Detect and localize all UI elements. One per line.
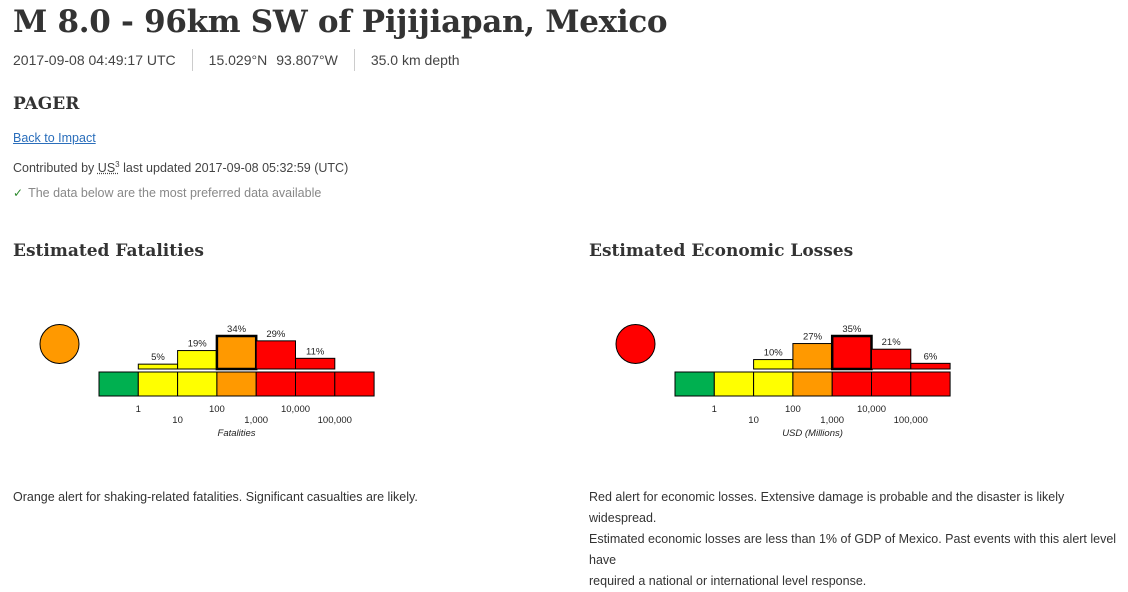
tick-label: 10 (172, 415, 183, 426)
tick-label: 1 (712, 404, 717, 415)
network-code[interactable]: US3 (97, 160, 120, 176)
bar-value-label: 21% (882, 337, 902, 348)
probability-bar (753, 359, 794, 370)
alert-scale-cell (334, 371, 375, 397)
alert-scale-cell (713, 371, 755, 397)
event-depth: 35.0 km depth (370, 52, 460, 68)
losses-description-line: Estimated economic losses are less than … (589, 532, 1117, 567)
tick-label: 1 (136, 404, 141, 415)
tick-label: 100 (209, 404, 225, 415)
contrib-suffix: last updated 2017-09-08 05:32:59 (UTC) (123, 161, 349, 176)
product-heading: PAGER (13, 94, 80, 114)
alert-scale-cell (831, 371, 872, 397)
event-latitude: 15.029°N (208, 52, 268, 68)
bar-value-label: 5% (151, 352, 165, 363)
axis-label: USD (Millions) (782, 428, 843, 439)
bar-value-label: 34% (227, 324, 247, 335)
losses-description: Red alert for economic losses. Extensive… (589, 487, 1128, 592)
fatalities-heading: Estimated Fatalities (13, 241, 204, 261)
losses-description-line: Red alert for economic losses. Extensive… (589, 490, 1065, 525)
bar-value-label: 6% (924, 351, 938, 362)
network-name: US (97, 161, 116, 176)
tick-label: 100,000 (318, 415, 352, 426)
event-meta: 2017-09-08 04:49:17 UTC 15.029°N 93.807°… (13, 49, 460, 71)
alert-level-circle (39, 324, 80, 364)
contrib-prefix: Contributed by (13, 161, 95, 176)
alert-scale-cell (792, 371, 833, 397)
alert-level-circle (615, 324, 656, 364)
meta-divider (353, 49, 355, 71)
probability-bar (830, 334, 873, 371)
tick-label: 100,000 (894, 415, 928, 426)
fatalities-description: Orange alert for shaking-related fatalit… (13, 487, 418, 508)
bar-value-label: 35% (842, 324, 862, 335)
bar-value-label: 11% (306, 346, 325, 357)
alert-scale-cell (871, 371, 912, 397)
meta-divider (191, 49, 193, 71)
alert-scale-cell (98, 371, 139, 397)
bar-value-label: 19% (188, 339, 208, 350)
alert-scale-cell (137, 371, 179, 397)
tick-label: 10,000 (281, 404, 310, 415)
tick-label: 10 (748, 415, 759, 426)
preferred-note-text: The data below are the most preferred da… (28, 186, 322, 200)
tick-label: 10,000 (857, 404, 886, 415)
alert-scale-cell (177, 371, 218, 397)
preferred-note: ✓ The data below are the most preferred … (13, 186, 321, 200)
event-time: 2017-09-08 04:49:17 UTC (13, 52, 176, 68)
probability-bar (871, 348, 912, 370)
alert-scale-cell (255, 371, 296, 397)
probability-bar (255, 340, 296, 370)
losses-histogram: 10% 27% 35% 21% 6% 1 10 100 1,000 10,000 100,000 US… (615, 324, 951, 439)
tick-label: 1,000 (820, 415, 844, 426)
probability-bar (295, 357, 336, 370)
alert-scale-cell (295, 371, 336, 397)
axis-label: Fatalities (218, 428, 256, 439)
probability-bar (792, 343, 833, 370)
contributor-line: Contributed by US3 last updated 2017-09-… (13, 160, 348, 175)
tick-label: 1,000 (244, 415, 268, 426)
probability-bar (137, 363, 179, 370)
probability-bar (177, 350, 218, 370)
event-longitude: 93.807°W (276, 52, 338, 68)
bar-value-label: 27% (803, 332, 823, 343)
bar-value-label: 10% (764, 348, 784, 359)
alert-scale-cell (753, 371, 794, 397)
probability-bar (215, 334, 258, 371)
check-icon: ✓ (13, 186, 24, 200)
back-to-impact-link[interactable]: Back to Impact (13, 131, 96, 145)
network-sup: 3 (115, 160, 120, 169)
fatalities-histogram: 5% 19% 34% 29% 11% 1 10 100 1,000 10,000 100,000 Fa… (39, 324, 375, 439)
fatalities-description-line: Orange alert for shaking-related fatalit… (13, 490, 418, 504)
probability-bar (910, 362, 951, 370)
page-title: M 8.0 - 96km SW of Pijijiapan, Mexico (13, 4, 668, 40)
alert-scale-cell (216, 371, 257, 397)
alert-scale-cell (674, 371, 715, 397)
losses-description-line: required a national or international lev… (589, 574, 867, 588)
alert-scale-cell (910, 371, 951, 397)
losses-heading: Estimated Economic Losses (589, 241, 854, 261)
bar-value-label: 29% (266, 329, 286, 340)
tick-label: 100 (785, 404, 801, 415)
